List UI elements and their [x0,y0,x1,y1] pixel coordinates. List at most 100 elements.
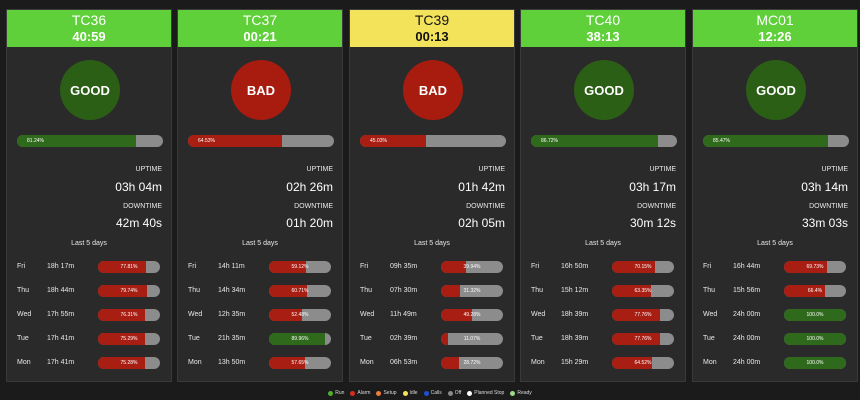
machine-card-tc39[interactable]: TC39 00:13 BAD 45.03% UPTIME 01h 42m DOWNTIME 0… [349,9,515,382]
day-utilization-bar-fill [612,333,661,345]
day-utilization-bar-fill [441,357,459,369]
day-utilization-label: 60.71% [291,288,309,294]
day-utilization-bar-fill [784,285,826,297]
legend-item-idle: Idle [402,390,418,396]
day-row: Fri 16h 50m 70.15% [521,261,685,273]
day-row: Fri 18h 17m 77.81% [7,261,171,273]
day-name: Wed [17,311,32,318]
machine-timer: 38:13 [586,29,620,44]
utilization-bar: 64.53% [188,135,334,147]
status-indicator: GOOD [574,60,634,120]
utilization-bar: 45.03% [360,135,506,147]
day-name: Tue [17,335,29,342]
day-runtime: 17h 41m [47,359,75,366]
day-utilization-bar-fill [269,261,306,273]
day-row: Fri 09h 35m 39.94% [350,261,514,273]
day-runtime: 17h 41m [47,335,75,342]
day-runtime: 16h 50m [561,263,589,270]
downtime-label: DOWNTIME [123,203,162,210]
machine-card-mc01[interactable]: MC01 12:26 GOOD 85.47% UPTIME 03h 14m DOWNTIME… [692,9,858,382]
day-runtime: 18h 44m [47,287,75,294]
day-name: Fri [17,263,26,270]
day-runtime: 06h 53m [390,359,418,366]
legend-dot-icon [350,390,356,396]
downtime-label: DOWNTIME [294,203,333,210]
day-utilization-bar-fill [441,333,448,345]
day-name: Mon [360,359,374,366]
day-utilization-label: 70.15% [634,264,652,270]
status-legend: Run Alarm Setup Idle Calls Off Planned Stop Rea… [0,390,860,396]
day-row: Thu 15h 12m 63.35% [521,285,685,297]
legend-label: Run [335,390,345,396]
day-utilization-bar: 77.76% [612,309,674,321]
day-row: Thu 18h 44m 79.74% [7,285,171,297]
day-utilization-bar: 11.07% [441,333,503,345]
day-utilization-bar: 59.12% [269,261,331,273]
downtime-label: DOWNTIME [466,203,505,210]
status-text: GOOD [584,82,624,98]
machine-name: TC36 [71,12,107,28]
downtime-value: 30m 12s [629,216,676,230]
day-utilization-bar-fill [269,309,302,321]
machine-header: TC40 38:13 [521,10,685,47]
downtime-label: DOWNTIME [637,203,676,210]
day-row: Fri 14h 11m 59.12% [178,261,342,273]
day-name: Tue [531,335,543,342]
day-row: Mon 17h 41m 75.28% [7,357,171,369]
day-row: Thu 15h 56m 66.4% [693,285,857,297]
status-indicator: BAD [403,60,463,120]
day-utilization-label: 79.74% [120,288,138,294]
day-utilization-bar-fill [612,285,652,297]
day-row: Thu 07h 30m 31.32% [350,285,514,297]
day-utilization-bar-fill [98,333,145,345]
day-name: Tue [188,335,200,342]
day-utilization-label: 69.73% [806,264,824,270]
machine-header: TC36 40:59 [7,10,171,47]
machine-card-tc37[interactable]: TC37 00:21 BAD 64.53% UPTIME 02h 26m DOWNTIME 0… [177,9,343,382]
day-utilization-bar-fill [784,309,846,321]
day-name: Fri [360,263,369,270]
day-utilization-bar: 76.31% [98,309,160,321]
utilization-bar: 86.72% [531,135,677,147]
day-name: Thu [188,287,201,294]
day-utilization-bar-fill [98,309,146,321]
legend-item-setup: Setup [376,390,397,396]
day-name: Mon [188,359,202,366]
day-row: Mon 24h 00m 100.0% [693,357,857,369]
day-runtime: 14h 11m [218,263,245,270]
status-text: BAD [418,82,448,98]
day-utilization-bar: 79.74% [98,285,160,297]
day-runtime: 07h 30m [390,287,418,294]
day-utilization-bar-fill [98,357,145,369]
machine-card-tc36[interactable]: TC36 40:59 GOOD 81.24% UPTIME 03h 04m DOWNTIME… [6,9,172,382]
day-utilization-label: 63.35% [634,288,652,294]
day-utilization-label: 100.0% [806,360,824,366]
day-utilization-bar: 49.28% [441,309,503,321]
day-utilization-bar: 100.0% [784,309,846,321]
utilization-bar: 81.24% [17,135,163,147]
day-runtime: 13h 50m [218,359,246,366]
day-utilization-label: 31.32% [463,288,481,294]
uptime-label: UPTIME [821,166,848,173]
day-utilization-bar-fill [269,357,305,369]
day-runtime: 15h 12m [561,287,589,294]
day-utilization-label: 59.12% [291,264,309,270]
day-utilization-bar: 64.52% [612,357,674,369]
day-name: Mon [531,359,545,366]
legend-dot-icon [402,390,408,396]
machine-card-tc40[interactable]: TC40 38:13 GOOD 86.72% UPTIME 03h 17m DOWNTIME… [520,9,686,382]
day-row: Mon 15h 29m 64.52% [521,357,685,369]
day-row: Tue 18h 39m 77.76% [521,333,685,345]
legend-label: Idle [409,390,418,396]
day-utilization-bar: 89.96% [269,333,331,345]
legend-item-planned-stop: Planned Stop [467,390,504,396]
day-utilization-bar-fill [784,261,828,273]
day-utilization-bar-fill [269,333,325,345]
utilization-label: 86.72% [541,138,558,144]
day-runtime: 02h 39m [390,335,418,342]
day-utilization-bar-fill [98,285,148,297]
day-utilization-label: 49.28% [463,312,481,318]
utilization-bar-fill [703,135,828,147]
day-utilization-bar: 75.29% [98,333,160,345]
downtime-value: 01h 20m [286,216,333,230]
